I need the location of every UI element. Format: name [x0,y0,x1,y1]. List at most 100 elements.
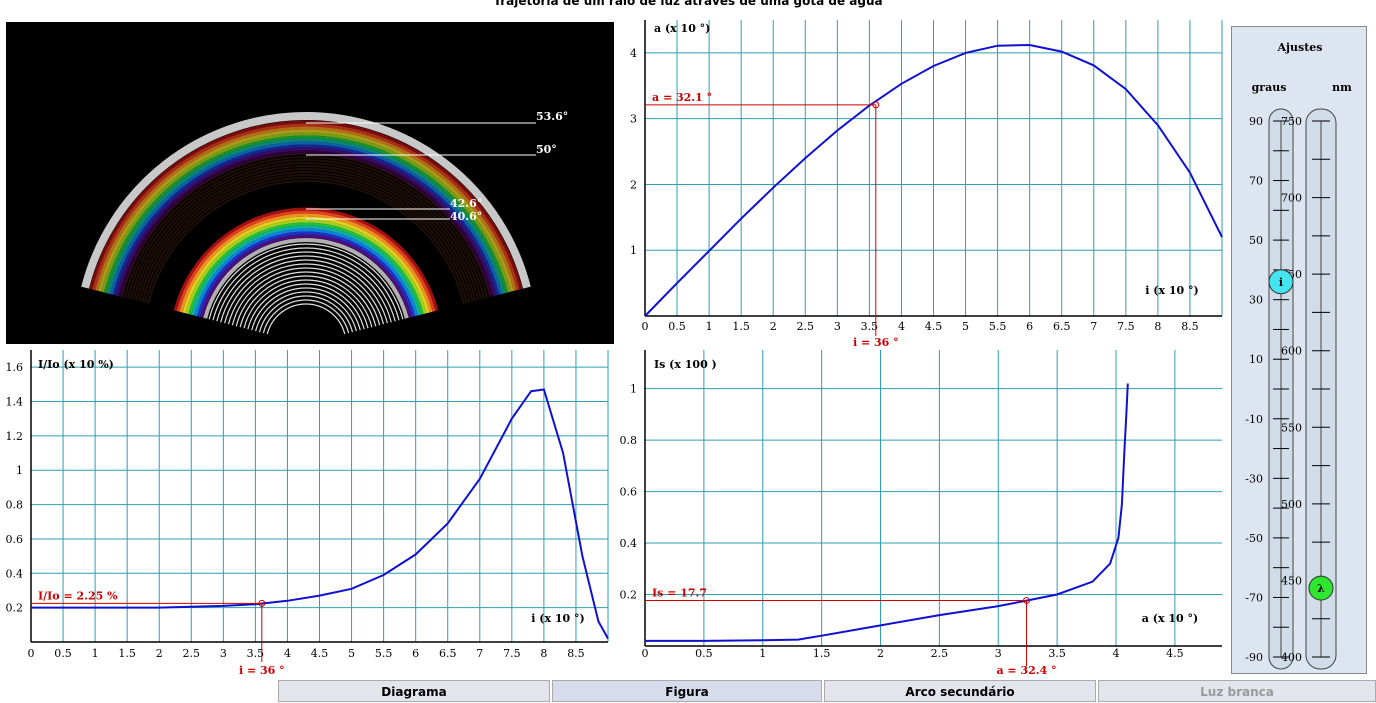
x-tick-label: 7.5 [503,647,521,660]
y-tick-label: 0.6 [620,486,637,499]
x-tick-label: 2 [770,320,777,333]
x-tick-label: 0 [28,647,35,660]
y-tick-label: 4 [630,47,637,60]
angle-label-50: 50° [536,143,557,156]
y-tick-label: 1 [630,383,637,396]
x-axis-title: i (x 10 °) [531,612,584,625]
x-tick-label: 8 [1154,320,1161,333]
x-tick-label: 0.5 [54,647,72,660]
settings-panel: Ajustes graus nm 9070503010-10-30-50-70-… [1231,26,1367,674]
app-title: Trajetória de um raio de luz através de … [0,0,1376,8]
bottom-toolbar: Diagrama Figura Arco secundário Luz bran… [0,680,1376,702]
y-axis-title: Is (x 100 ) [654,358,717,371]
x-tick-label: 4 [284,647,291,660]
y-tick-label: 0.8 [6,499,23,512]
angle-label-42-6: 42.6° [450,197,482,210]
angle-tick-label: 70 [1249,175,1263,188]
x-tick-label: 6 [1026,320,1033,333]
y-tick-label: 0.4 [6,567,23,580]
wavelength-tick-label: 450 [1281,574,1302,587]
wavelength-tick-label: 700 [1281,192,1302,205]
angle-tick-label: -10 [1245,413,1263,426]
x-tick-label: 4.5 [311,647,329,660]
y-tick-label: 1.2 [6,430,23,443]
x-tick-label: 1.5 [813,647,831,660]
y-axis-title: I/Io (x 10 %) [38,358,114,371]
x-tick-label: 6 [412,647,419,660]
marker-y-label: a = 32.1 ° [652,91,712,104]
diagram-button[interactable]: Diagrama [278,680,550,702]
spectral-chart: 00.511.522.533.544.50.20.40.60.81Is (x 1… [620,350,1228,680]
angle-tick-label: 90 [1249,115,1263,128]
marker-y-label: Is = 17.7 [652,586,707,599]
data-series-line [645,384,1128,641]
spectral-chart-svg: 00.511.522.533.544.50.20.40.60.81Is (x 1… [620,350,1228,680]
x-tick-label: 1.5 [118,647,136,660]
inner-white-line [267,304,345,334]
intensity-chart-svg: 00.511.522.533.544.555.566.577.588.50.20… [6,350,614,680]
angle-tick-label: -50 [1245,532,1263,545]
y-tick-label: 2 [630,178,637,191]
x-tick-label: 7 [476,647,483,660]
x-tick-label: 2 [156,647,163,660]
rainbow-canvas: 53.6° 50° 42.6° 40.6° [6,22,614,344]
x-tick-label: 0 [642,320,649,333]
x-tick-label: 5.5 [989,320,1007,333]
x-axis-title: a (x 10 °) [1142,612,1198,625]
y-tick-label: 1.6 [6,361,23,374]
settings-title: Ajustes [1277,41,1323,54]
x-tick-label: 6.5 [1053,320,1071,333]
x-tick-label: 5.5 [375,647,393,660]
angle-tick-label: -90 [1245,651,1263,664]
marker-x-label: i = 36 ° [239,664,285,677]
marker-x-label: i = 36 ° [853,336,899,349]
x-axis-title: i (x 10 °) [1145,284,1198,297]
x-tick-label: 5 [962,320,969,333]
inner-white-line [228,264,383,324]
angle-tick-label: 50 [1249,234,1263,247]
y-tick-label: 0.2 [620,589,637,602]
x-tick-label: 3.5 [1048,647,1066,660]
y-tick-label: 1 [16,464,23,477]
y-tick-label: 0.2 [6,602,23,615]
wavelength-tick-label: 750 [1281,115,1302,128]
y-tick-label: 1 [630,244,637,257]
y-axis-title: a (x 10 °) [654,22,710,35]
angle-label-53-6: 53.6° [536,110,568,123]
x-tick-label: 0.5 [668,320,686,333]
x-tick-label: 2 [877,647,884,660]
x-tick-label: 0 [642,647,649,660]
x-tick-label: 0.5 [695,647,713,660]
y-tick-label: 1.4 [6,396,23,409]
wavelength-tick-label: 400 [1281,651,1302,664]
x-tick-label: 2.5 [931,647,949,660]
x-tick-label: 5 [348,647,355,660]
y-tick-label: 0.8 [620,434,637,447]
secondary-arc-button[interactable]: Arco secundário [824,680,1096,702]
wavelength-knob-label: λ [1317,582,1325,595]
deviation-chart: 00.511.522.533.544.555.566.577.588.51234… [620,20,1228,350]
x-tick-label: 2.5 [797,320,815,333]
x-tick-label: 2.5 [183,647,201,660]
angle-tick-label: 10 [1249,353,1263,366]
x-tick-label: 6.5 [439,647,457,660]
deviation-chart-svg: 00.511.522.533.544.555.566.577.588.51234… [620,20,1228,350]
angle-label-40-6: 40.6° [450,210,482,223]
angle-tick-label: -30 [1245,472,1263,485]
x-tick-label: 1.5 [732,320,750,333]
x-tick-label: 1 [759,647,766,660]
x-tick-label: 8 [540,647,547,660]
white-light-button[interactable]: Luz branca [1098,680,1376,702]
inner-white-line [248,284,364,329]
y-tick-label: 0.6 [6,533,23,546]
rainbow-figure: 53.6° 50° 42.6° 40.6° [6,22,614,344]
x-tick-label: 4 [1113,647,1120,660]
angle-tick-label: -70 [1245,591,1263,604]
x-tick-label: 8.5 [1181,320,1199,333]
graus-label: graus [1252,81,1287,94]
angle-tick-label: 30 [1249,294,1263,307]
x-tick-label: 4 [898,320,905,333]
marker-y-label: I/Io = 2.25 % [38,589,118,602]
figure-button[interactable]: Figura [552,680,822,702]
settings-svg: Ajustes graus nm 9070503010-10-30-50-70-… [1232,27,1368,675]
